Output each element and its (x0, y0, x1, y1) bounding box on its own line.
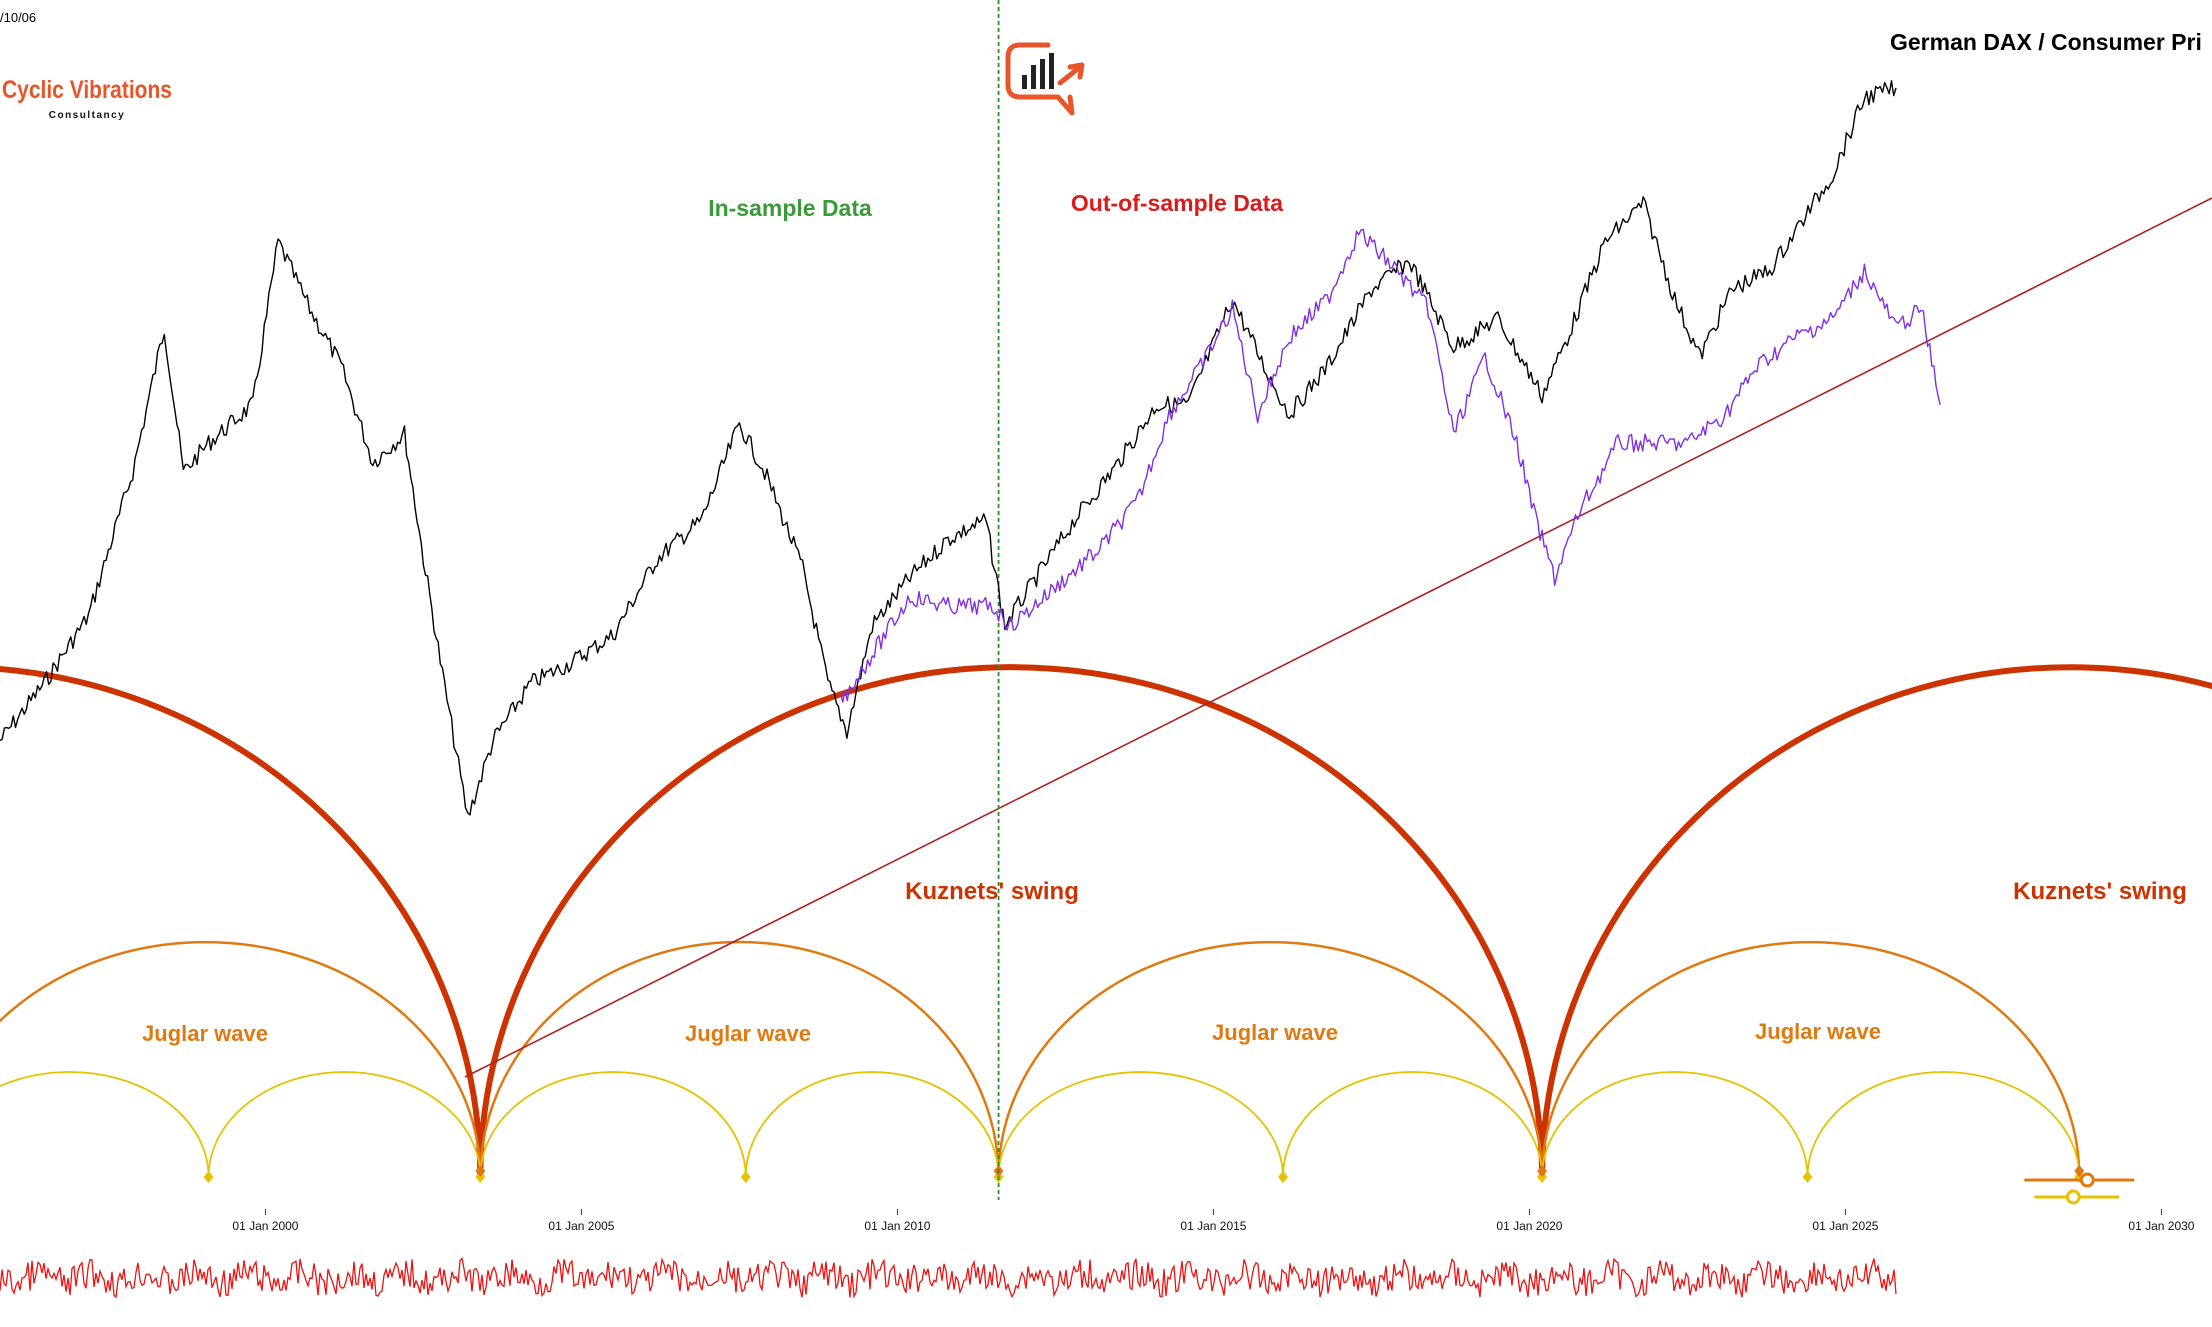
logo-name: Cyclic Vibrations (2, 76, 172, 104)
juglar-arc (1540, 940, 2081, 1178)
kitchin-arcs (0, 1071, 2081, 1178)
x-tick-label: 01 Jan 2025 (1812, 1219, 1878, 1233)
kuznets-arc (1539, 664, 2212, 1178)
kitchin-arc (479, 1071, 747, 1178)
chart-title: German DAX / Consumer Pri (1890, 29, 2202, 55)
juglar-arc (997, 940, 1544, 1178)
logo (1005, 42, 1085, 116)
kuznets-arc (477, 664, 1546, 1178)
future-marker (2065, 1189, 2081, 1205)
logo-subtitle: Consultancy (49, 110, 126, 121)
chart-bubble-icon (1005, 42, 1085, 116)
juglar-arc (479, 940, 1000, 1178)
juglar-label-3: Juglar wave (1212, 1020, 1338, 1045)
oscillator-line (0, 1257, 1897, 1299)
kitchin-arc (1541, 1071, 1809, 1178)
trough-marker (2074, 1165, 2085, 1177)
kitchin-arc (1282, 1071, 1543, 1178)
juglar-label-2: Juglar wave (685, 1021, 811, 1046)
x-tick-label: 01 Jan 2020 (1496, 1219, 1562, 1233)
kuznets-arc (0, 666, 484, 1178)
trough-marker (1277, 1171, 1288, 1183)
trough-marker (203, 1171, 214, 1183)
future-marker (2079, 1172, 2095, 1188)
x-tick-label: 01 Jan 2005 (548, 1219, 614, 1233)
x-axis: 01 Jan 2000 01 Jan 2005 01 Jan 2010 01 Jan … (232, 1209, 2195, 1233)
x-tick-label: 01 Jan 2010 (864, 1219, 930, 1233)
kitchin-arc (1806, 1071, 2081, 1178)
kitchin-arc (0, 1071, 210, 1178)
x-tick-label: 01 Jan 2000 (232, 1219, 298, 1233)
x-tick-label: 01 Jan 2015 (1180, 1219, 1246, 1233)
series-line-purple_series (839, 228, 1941, 703)
trough-marker (1537, 1165, 1548, 1177)
juglar-arc (0, 940, 482, 1178)
x-tick-label: 01 Jan 2030 (2128, 1219, 2194, 1233)
trough-marker (1802, 1171, 1813, 1183)
kitchin-arc (744, 1071, 1000, 1178)
kuznets-label-1: Kuznets' swing (905, 878, 1079, 905)
kitchin-arc (997, 1071, 1284, 1178)
kuznets-arcs (0, 664, 2212, 1178)
in-sample-label: In-sample Data (708, 195, 872, 221)
date-label: /10/06 (0, 10, 36, 25)
kitchin-arc (207, 1071, 482, 1178)
kuznets-label-2: Kuznets' swing (2013, 878, 2187, 905)
series-line-dax_cpi (0, 80, 1897, 816)
out-of-sample-label: Out-of-sample Data (1071, 190, 1283, 216)
trough-marker (740, 1171, 751, 1183)
trend-line (464, 197, 2212, 1078)
juglar-arcs (0, 940, 2081, 1178)
juglar-label-1: Juglar wave (142, 1021, 268, 1046)
juglar-label-4: Juglar wave (1755, 1019, 1881, 1044)
trough-marker (475, 1165, 486, 1177)
